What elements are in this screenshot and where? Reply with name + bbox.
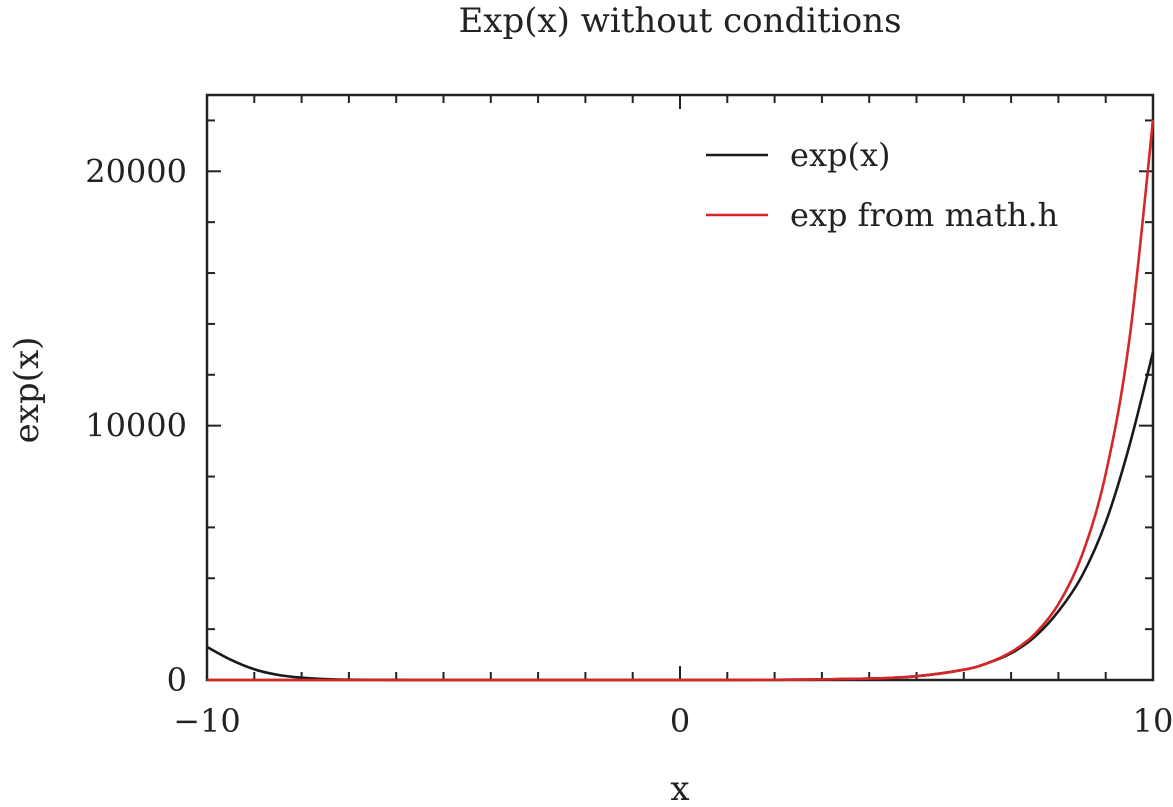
legend-label-2: exp from math.h xyxy=(790,196,1058,234)
legend-label-1: exp(x) xyxy=(790,136,890,174)
series-lines xyxy=(206,119,1155,682)
x-tick-label: −10 xyxy=(173,702,241,740)
y-axis-label: exp(x) xyxy=(7,337,47,444)
series-line-1 xyxy=(206,351,1155,682)
y-tick-label: 0 xyxy=(167,661,187,699)
x-axis-label: x xyxy=(670,769,689,807)
x-tick-label: 10 xyxy=(1133,702,1173,740)
series-line-2 xyxy=(207,119,1155,682)
legend: exp(x) exp from math.h xyxy=(706,136,1058,234)
chart-title: Exp(x) without conditions xyxy=(458,1,901,41)
axis-ticks xyxy=(206,95,1154,681)
x-tick-label: 0 xyxy=(670,702,690,740)
y-tick-label: 20000 xyxy=(85,152,187,190)
y-tick-label: 10000 xyxy=(85,407,187,445)
plot-frame xyxy=(205,93,1155,682)
